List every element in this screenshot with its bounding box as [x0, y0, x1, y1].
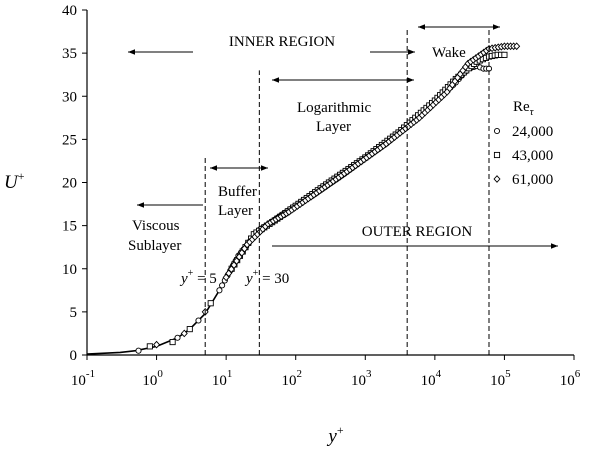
yplus-30-label: y+ = 30	[244, 268, 289, 287]
x-tick-label: 100	[142, 368, 163, 389]
y-tick-label: 20	[62, 176, 77, 192]
x-tick-label: 101	[212, 368, 233, 389]
log-layer-label-line1: Logarithmic	[297, 100, 371, 116]
data-point	[169, 339, 176, 346]
data-point	[216, 287, 223, 294]
x-tick-label: 103	[351, 368, 372, 389]
series-square	[146, 51, 508, 350]
log-layer-label-line2: Layer	[316, 119, 351, 135]
y-tick-label: 0	[70, 348, 78, 364]
x-tick-label: 102	[281, 368, 302, 389]
y-tick-label: 25	[62, 132, 77, 148]
legend-label: 43,000	[512, 148, 553, 164]
data-point	[186, 326, 193, 333]
inner-region-label: INNER REGION	[229, 34, 335, 50]
data-point	[207, 300, 214, 307]
yplus-5-label: y+ = 5	[179, 268, 217, 287]
data-point	[219, 282, 226, 289]
legend-label: 24,000	[512, 124, 553, 140]
outer-region-label: OUTER REGION	[362, 224, 473, 240]
data-point	[153, 340, 161, 349]
y-axis-title: U+	[4, 169, 25, 193]
x-tick-label: 104	[421, 368, 442, 389]
y-tick-label: 30	[62, 89, 77, 105]
y-tick-label: 40	[62, 3, 77, 19]
y-tick-label: 15	[62, 219, 77, 235]
buffer-layer-label-line1: Buffer	[218, 184, 257, 200]
x-tick-label: 105	[490, 368, 511, 389]
data-point	[146, 343, 153, 350]
legend-marker	[493, 151, 501, 159]
x-tick-label: 106	[560, 368, 581, 389]
viscous-label-line2: Sublayer	[128, 238, 181, 254]
legend-marker	[493, 127, 501, 135]
data-point	[180, 329, 188, 338]
data-point	[135, 347, 142, 354]
y-tick-label: 35	[62, 46, 77, 62]
legend-marker	[493, 175, 501, 183]
viscous-label-line1: Viscous	[132, 218, 180, 234]
data-point	[195, 317, 202, 324]
data-point	[513, 42, 521, 51]
buffer-layer-label-line2: Layer	[218, 203, 253, 219]
legend: Reτ 24,000 43,000 61,000	[493, 99, 553, 188]
series-diamond	[153, 42, 521, 349]
data-point	[501, 51, 508, 58]
x-axis-title: y+	[326, 423, 343, 447]
y-tick-label: 5	[70, 305, 78, 321]
x-tick-label: 10-1	[71, 368, 95, 389]
wake-label: Wake	[432, 45, 466, 61]
legend-title: Reτ	[513, 99, 535, 118]
y-tick-label: 10	[62, 262, 77, 278]
data-point	[174, 334, 181, 341]
legend-label: 61,000	[512, 172, 553, 188]
